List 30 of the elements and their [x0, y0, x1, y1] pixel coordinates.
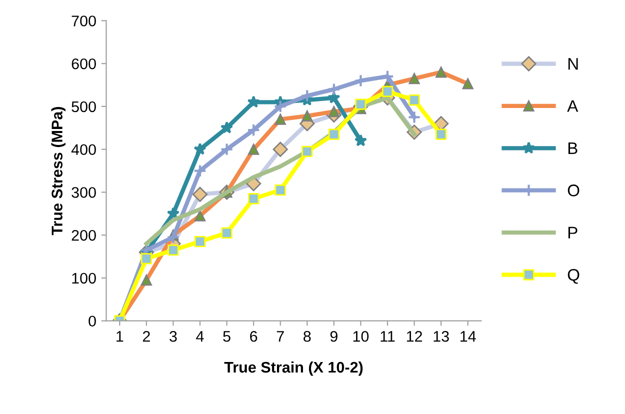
x-tick-label: 7 [276, 331, 284, 342]
y-axis-title: True Stress (MPa) [51, 107, 66, 236]
y-tick-label: 100 [72, 272, 96, 284]
legend-label: O [568, 184, 580, 196]
x-tick-label: 5 [223, 331, 230, 342]
legend-label: Q [568, 268, 580, 284]
x-tick-label: 14 [460, 331, 476, 342]
y-tick-label: 600 [72, 58, 96, 70]
y-tick-label: 0 [88, 316, 96, 327]
y-tick-label: 300 [72, 187, 96, 198]
x-tick-label: 4 [196, 331, 204, 342]
x-tick-label: 6 [250, 330, 258, 342]
y-tick-label: 700 [72, 16, 96, 26]
y-tick-label: 500 [72, 101, 96, 112]
x-tick-label: 11 [380, 331, 395, 342]
legend-label: A [567, 100, 578, 112]
x-tick-label: 9 [330, 330, 338, 342]
x-tick-label: 2 [142, 330, 150, 342]
x-tick-label: 1 [116, 331, 124, 342]
legend-label: P [568, 226, 578, 238]
y-tick-label: 200 [72, 230, 96, 241]
x-tick-label: 8 [304, 330, 311, 342]
x-axis-title: True Strain (X 10-2) [224, 361, 363, 376]
legend-label: B [568, 142, 578, 154]
x-tick-label: 3 [170, 330, 177, 342]
x-tick-label: 10 [353, 330, 369, 342]
x-tick-label: 12 [406, 330, 422, 342]
x-tick-label: 13 [434, 330, 449, 342]
y-tick-label: 400 [71, 144, 96, 156]
legend-label: N [568, 58, 578, 70]
